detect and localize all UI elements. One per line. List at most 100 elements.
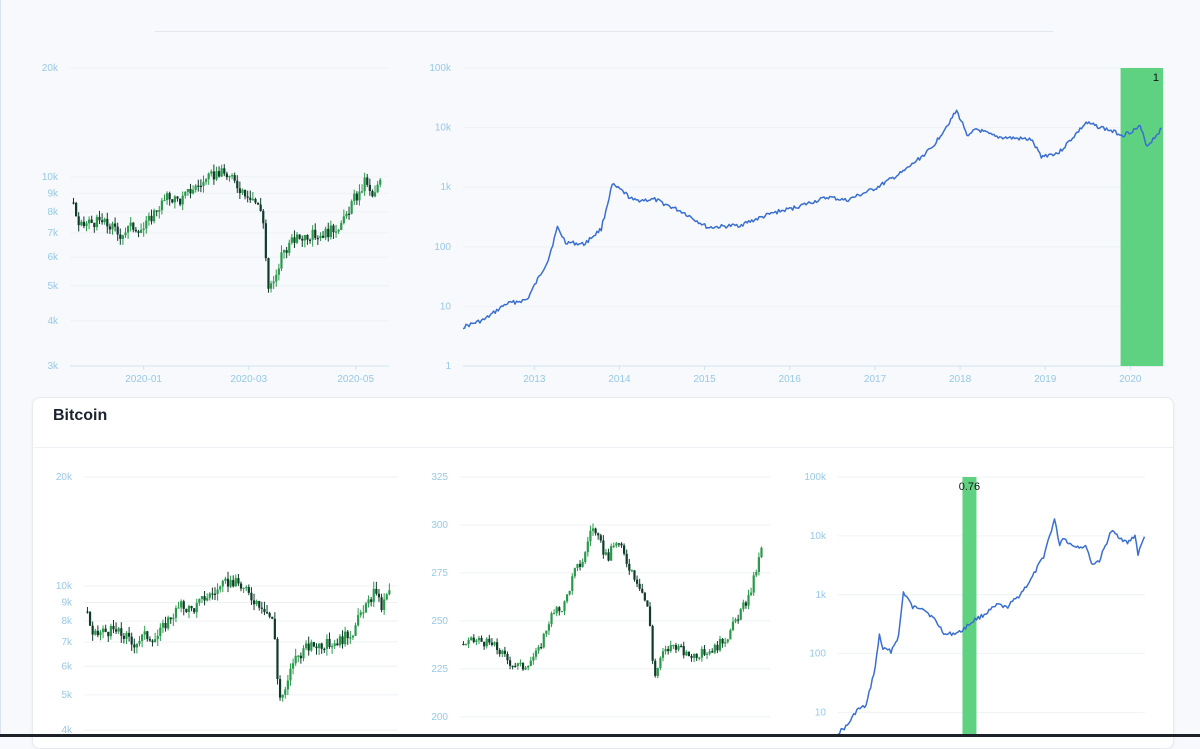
y-tick-label: 7k xyxy=(47,228,59,239)
candle-body xyxy=(229,580,232,587)
candle-body xyxy=(488,638,491,643)
candle-body xyxy=(247,587,250,593)
candle-body xyxy=(542,633,545,648)
candle-body xyxy=(291,663,295,669)
candle-body xyxy=(187,606,191,612)
candle-body xyxy=(625,553,628,564)
candle-body xyxy=(364,603,368,613)
candle-body xyxy=(151,640,154,643)
candle-body xyxy=(750,592,753,595)
candle-body xyxy=(589,530,592,542)
candle-body xyxy=(555,607,558,614)
candle-body xyxy=(646,600,649,607)
candle-body xyxy=(315,646,318,649)
candle-body xyxy=(385,594,388,600)
candle-body xyxy=(612,545,615,547)
candle-body xyxy=(80,221,83,226)
candle-body xyxy=(271,616,274,619)
candle-body xyxy=(242,587,245,589)
candle-body xyxy=(195,602,198,613)
candle-body xyxy=(241,189,244,194)
candle-body xyxy=(290,237,293,243)
candle-body xyxy=(210,171,213,174)
candle-body xyxy=(284,689,287,695)
candle-body xyxy=(516,663,519,667)
candle-body xyxy=(104,628,107,632)
candle-body xyxy=(737,619,740,621)
candle-body xyxy=(584,552,587,562)
candle-body xyxy=(112,625,115,630)
candle-body xyxy=(705,653,709,655)
candle-body xyxy=(747,594,750,606)
candle-body xyxy=(215,171,218,180)
price-line xyxy=(462,109,1162,330)
candle-body xyxy=(472,637,475,642)
candle-body xyxy=(319,235,322,239)
highlight-band xyxy=(1120,68,1163,366)
candle-body xyxy=(256,202,260,205)
candle-body xyxy=(277,268,280,275)
candle-body xyxy=(204,179,208,182)
candle-body xyxy=(139,229,143,233)
candle-body xyxy=(147,215,150,221)
candle-body xyxy=(651,625,654,661)
candle-body xyxy=(126,226,130,233)
candle-body xyxy=(98,216,101,221)
x-tick-label: 2019 xyxy=(1034,374,1057,385)
candle-body xyxy=(553,613,556,615)
candle-body xyxy=(350,201,353,214)
candle-body xyxy=(591,528,595,531)
candle-body xyxy=(103,218,106,223)
candle-body xyxy=(297,655,300,657)
left-edge-line xyxy=(0,0,1,737)
candle-body xyxy=(176,196,179,199)
candle-body xyxy=(117,628,120,632)
y-tick-label: 5k xyxy=(61,690,73,701)
candle-body xyxy=(281,694,284,698)
price-line xyxy=(837,518,1146,736)
candle-body xyxy=(635,579,639,584)
candle-body xyxy=(304,643,308,649)
candle-body xyxy=(367,599,370,604)
candle-body xyxy=(273,618,276,640)
candle-body xyxy=(228,175,231,178)
candle-body xyxy=(193,608,196,613)
candle-body xyxy=(135,643,139,648)
candle-body xyxy=(306,234,309,240)
candle-body xyxy=(85,223,88,227)
candle-body xyxy=(311,229,314,240)
candle-body xyxy=(341,636,344,645)
candle-body xyxy=(226,578,230,587)
candle-body xyxy=(368,184,371,191)
candle-body xyxy=(202,181,205,187)
candle-body xyxy=(757,557,760,573)
candle-body xyxy=(107,631,110,637)
candle-body xyxy=(265,612,269,614)
candle-body xyxy=(726,639,729,643)
candle-body xyxy=(245,587,248,589)
candle-body xyxy=(130,636,133,645)
candle-body xyxy=(262,210,265,224)
candle-body xyxy=(172,617,175,620)
candle-body xyxy=(95,216,99,228)
candle-body xyxy=(648,606,652,626)
candle-body xyxy=(133,644,136,648)
candle-body xyxy=(276,639,279,680)
candle-body xyxy=(641,588,644,593)
candle-body xyxy=(565,594,569,602)
candle-body xyxy=(470,637,473,641)
candle-body xyxy=(198,599,201,603)
candle-body xyxy=(254,198,257,203)
candle-body xyxy=(152,210,156,222)
candle-body xyxy=(142,228,145,230)
candle-body xyxy=(221,580,224,587)
candle-body xyxy=(633,570,636,580)
candle-body xyxy=(294,655,297,664)
candle-body xyxy=(239,583,243,589)
candle-body xyxy=(321,235,325,238)
y-tick-label: 3k xyxy=(47,361,59,372)
candle-body xyxy=(480,637,483,642)
candle-body xyxy=(129,222,132,227)
candle-body xyxy=(511,665,514,667)
